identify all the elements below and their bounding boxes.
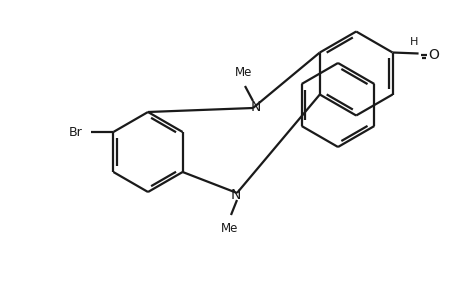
Text: Me: Me [235, 66, 252, 79]
Text: H: H [409, 37, 418, 46]
Text: Br: Br [68, 125, 82, 139]
Text: O: O [428, 47, 438, 61]
Text: N: N [230, 188, 241, 202]
Text: N: N [250, 100, 261, 114]
Text: Me: Me [221, 222, 238, 235]
